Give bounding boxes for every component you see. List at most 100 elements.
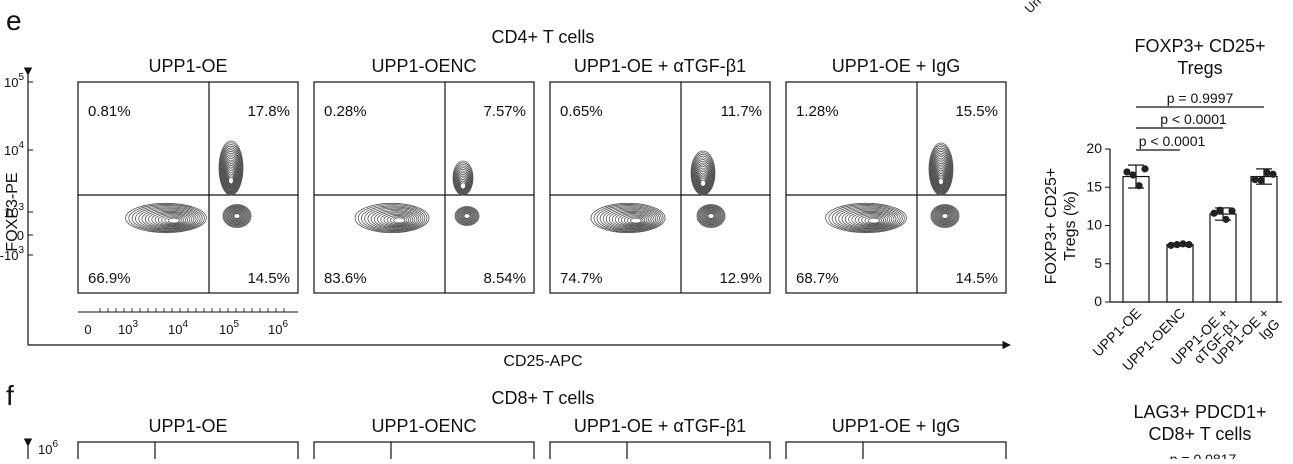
quadrant-lower-right-pct: 12.9% [719, 270, 762, 287]
quadrant-lower-right-pct: 8.54% [483, 270, 526, 287]
p-value-label: p < 0.0001 [1139, 133, 1206, 149]
contour-density [354, 160, 480, 234]
y-axis-label: FOXP3-PE [4, 172, 21, 251]
y-tick-label: 104 [4, 140, 24, 158]
flow-plot-frame [785, 81, 1007, 294]
panel-letter-f: f [6, 380, 14, 411]
quadrant-upper-left-pct: 0.65% [560, 103, 603, 120]
flow-plot-2: UPP1-OENC 0.28% 7.57% 83.6% 8.54% [313, 56, 535, 294]
bar-chart-title-line: FOXP3+ CD25+ [1134, 36, 1265, 56]
contour-density [590, 150, 726, 234]
bar-y-axis-label: FOXP3+ CD25+ Tregs (%) [1043, 168, 1079, 285]
data-point [1263, 169, 1271, 177]
bar-y-tick-label: 15 [1086, 178, 1102, 194]
data-point [1167, 241, 1175, 249]
data-point [1173, 241, 1181, 249]
data-point [1269, 170, 1277, 178]
x-tick-label: 0 [84, 322, 91, 337]
data-point [1123, 168, 1131, 176]
p-value-label: p = 0.9997 [1167, 90, 1234, 106]
bar-3 [1209, 213, 1237, 303]
quadrant-upper-left-pct: 0.81% [88, 103, 131, 120]
tregs-bar-chart: FOXP3+ CD25+Tregs FOXP3+ CD25+ Tregs (%) 0 5… [1043, 36, 1283, 374]
y-tick-label: 105 [4, 72, 24, 90]
flow-plot-title: UPP1-OENC [371, 56, 476, 76]
quadrant-lower-left-pct: 66.9% [88, 270, 131, 287]
lag3-title-line: CD8+ T cells [1149, 424, 1252, 444]
data-point [1210, 209, 1218, 217]
flow-plots-cd4: UPP1-OE 0.81% 17.8% 66.9% 14.5% UPP1-OENC 0.28… [77, 56, 1007, 294]
cd8-plot-title: UPP1-OE [148, 416, 227, 436]
quadrant-upper-right-pct: 7.57% [483, 103, 526, 120]
x-axis-label: CD25-APC [503, 353, 582, 370]
bar-y-tick-label: 10 [1086, 217, 1102, 233]
cd8-plot-frame [785, 441, 1007, 464]
flow-plot-title: UPP1-OE [148, 56, 227, 76]
bar-y-tick-label: 20 [1086, 140, 1102, 156]
cd8-flow-plot-3: UPP1-OE + αTGF-β1 [549, 416, 771, 464]
bar-y-tick-label: 5 [1094, 255, 1102, 271]
data-point [1222, 215, 1230, 223]
panel-f-group-title: CD8+ T cells [492, 388, 595, 408]
quadrant-lower-left-pct: 83.6% [324, 270, 367, 287]
y-axis-ticks: 105 104 103 0 -103 [0, 72, 33, 263]
cd8-flow-plot-4: UPP1-OE + IgG [785, 416, 1007, 464]
quadrant-upper-right-pct: 11.7% [721, 103, 762, 120]
bar-chart-title-line: Tregs [1177, 58, 1222, 78]
data-point [1228, 207, 1236, 215]
flow-plot-frame [77, 81, 299, 294]
bar-4 [1250, 175, 1278, 303]
x-tick-label: 106 [268, 319, 288, 337]
quadrant-upper-right-pct: 15.5% [955, 103, 998, 120]
data-point [1185, 241, 1193, 249]
cd8-flow-plot-1: UPP1-OE [77, 416, 299, 464]
flow-plots-cd8: UPP1-OE UPP1-OENC UPP1-OE + αTGF-β1 UPP1-OE… [77, 416, 1007, 464]
data-point [1251, 176, 1259, 184]
data-point [1135, 182, 1143, 190]
cd8-plot-frame [313, 441, 535, 464]
data-point [1179, 240, 1187, 248]
cd8-plot-frame [549, 441, 771, 464]
cd8-plot-title: UPP1-OE + IgG [832, 416, 961, 436]
cd8-flow-plot-2: UPP1-OENC [313, 416, 535, 464]
y-tick-label: 103 [4, 202, 24, 220]
data-point [1216, 206, 1224, 214]
panel-e-group-title: CD4+ T cells [492, 27, 595, 47]
x-tick-label: 105 [219, 319, 239, 337]
quadrant-upper-left-pct: 1.28% [796, 103, 839, 120]
flow-plot-3: UPP1-OE + αTGF-β1 0.65% 11.7% 74.7% 12.9% [549, 56, 771, 294]
data-point [1141, 165, 1149, 173]
quadrant-upper-left-pct: 0.28% [324, 103, 367, 120]
f-y-tick-top: 106 [38, 439, 58, 457]
quadrant-upper-right-pct: 17.8% [247, 103, 290, 120]
contour-density [825, 142, 960, 234]
cd8-plot-title: UPP1-OE + αTGF-β1 [574, 416, 746, 436]
quadrant-lower-right-pct: 14.5% [247, 270, 290, 287]
lag3-bar-chart-title: LAG3+ PDCD1+CD8+ T cells p = 0.0817 [1133, 402, 1266, 464]
flow-plot-frame [549, 81, 771, 294]
flow-plot-frame [313, 81, 535, 294]
x-axis-ticks: 0 103 104 105 106 [78, 308, 298, 337]
bar-y-tick-label: 0 [1094, 293, 1102, 309]
lag3-title-line: LAG3+ PDCD1+ [1133, 402, 1266, 422]
flow-plot-4: UPP1-OE + IgG 1.28% 15.5% 68.7% 14.5% [785, 56, 1007, 294]
flow-plot-title: UPP1-OE + αTGF-β1 [574, 56, 746, 76]
quadrant-lower-left-pct: 68.7% [796, 270, 839, 287]
flow-plot-1: UPP1-OE 0.81% 17.8% 66.9% 14.5% [77, 56, 299, 294]
partial-cropped-label: Un [1022, 0, 1044, 16]
p-value-label: p < 0.0001 [1160, 111, 1227, 127]
contour-density [125, 140, 252, 234]
quadrant-lower-right-pct: 14.5% [955, 270, 998, 287]
x-tick-label: 104 [168, 319, 188, 337]
panel-letter-e: e [6, 5, 22, 36]
y-tick-label: 0 [17, 228, 24, 243]
bar-2 [1166, 244, 1194, 303]
cd8-plot-title: UPP1-OENC [371, 416, 476, 436]
bar-1 [1122, 175, 1150, 303]
data-point [1129, 171, 1137, 179]
quadrant-lower-left-pct: 74.7% [560, 270, 603, 287]
x-tick-label: 103 [118, 319, 138, 337]
flow-plot-title: UPP1-OE + IgG [832, 56, 961, 76]
y-tick-label: -103 [0, 245, 24, 263]
